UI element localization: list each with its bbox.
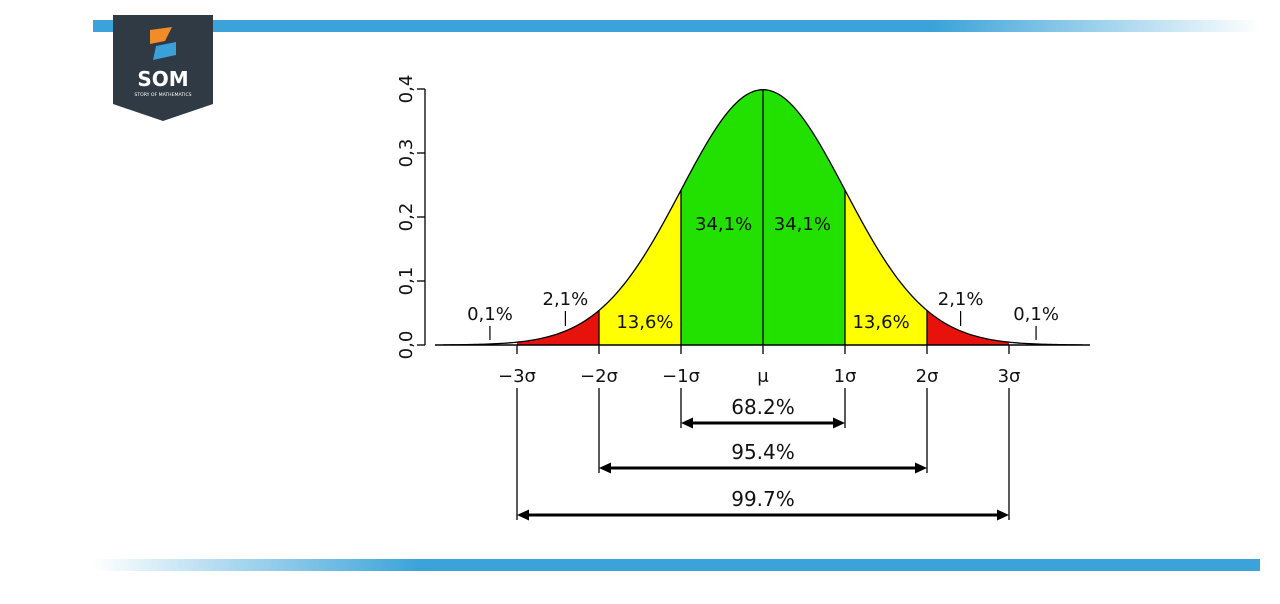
curve-line [443,89,1083,346]
axes: 0,0 0,1 0,2 0,3 0,4 −3σ −2σ −1σ μ 1σ 2σ 3σ [396,75,1090,387]
x-tick-label: −2σ [580,366,618,387]
curve-line-group [443,89,1083,346]
range-arrowhead-right [915,462,927,474]
range-arrowhead-left [599,462,611,474]
y-tick-label: 0,3 [396,139,417,168]
region-0 [443,342,517,345]
y-tick-label: 0,4 [396,75,417,104]
region-labels: 0,1% 2,1% 13,6% 34,1% 34,1% 13,6% 2,1% 0,1% [467,214,1059,340]
region-label: 0,1% [1013,304,1059,325]
y-tick-label: 0,2 [396,203,417,232]
x-tick-label: −3σ [498,366,536,387]
x-tick-label: 1σ [834,366,857,387]
x-tick-label: −1σ [662,366,700,387]
range-label: 95.4% [731,440,795,464]
range-label: 99.7% [731,487,795,511]
x-tick-label: 2σ [916,366,939,387]
region-label: 13,6% [616,312,673,333]
range-arrowhead-left [681,417,693,429]
range-label: 68.2% [731,395,795,419]
range-arrowhead-right [997,509,1009,521]
x-tick-label: μ [757,366,769,387]
bottom-stripe [93,559,1260,571]
sigma-boundaries [598,89,928,345]
range-arrows: 68.2% 95.4% 99.7% [516,388,1010,521]
range-arrowhead-right [833,417,845,429]
x-tick-label: 3σ [998,366,1021,387]
region-label: 2,1% [543,289,589,310]
som-logo: SOM STORY OF MATHEMATICS [113,15,213,121]
logo-subtext: STORY OF MATHEMATICS [134,92,191,98]
logo-text: SOM [137,67,188,91]
region-label: 0,1% [467,304,513,325]
region-label: 2,1% [938,289,984,310]
logo-s-mark-icon [150,27,176,60]
region-1 [517,310,599,345]
y-tick-label: 0,1 [396,267,417,296]
range-arrowhead-left [517,509,529,521]
region-7 [1009,342,1083,345]
region-6 [927,310,1009,345]
top-stripe [93,20,1260,32]
region-label: 34,1% [774,214,831,235]
region-label: 13,6% [852,312,909,333]
region-label: 34,1% [695,214,752,235]
logo-badge [113,15,213,121]
y-tick-label: 0,0 [396,331,417,360]
